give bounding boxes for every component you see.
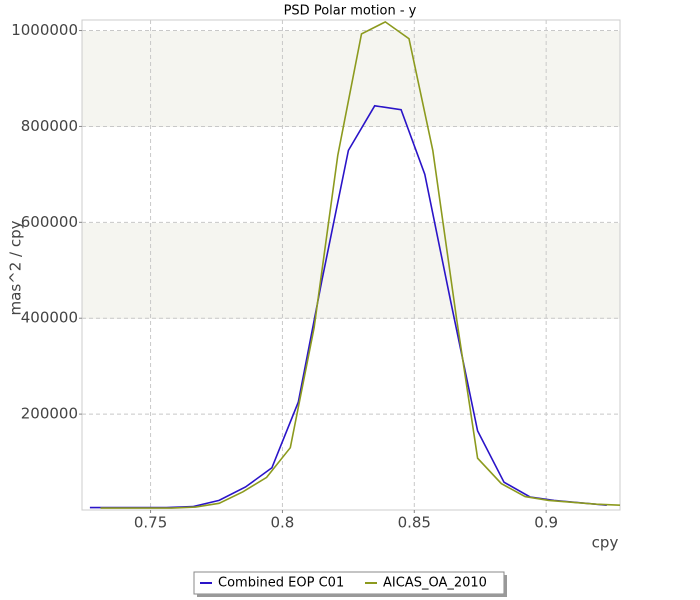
x-tick-label: 0.8 [271,514,295,532]
band [82,223,620,319]
legend-shadow [504,575,507,597]
chart-title: PSD Polar motion - y [284,4,417,19]
band [82,31,620,127]
y-tick-label: 200000 [21,405,78,423]
x-axis-label: cpy [592,534,619,552]
y-tick-label: 1000000 [11,21,78,39]
y-tick-label: 400000 [21,309,78,327]
y-tick-label: 800000 [21,117,78,135]
plot-frame [81,19,621,511]
y-axis-label: mas^2 / cpy [7,220,25,315]
legend-shadow [197,594,507,597]
y-tick-label: 600000 [21,213,78,231]
legend-label: AICAS_OA_2010 [383,576,487,591]
series-line [100,20,621,509]
x-tick-label: 0.85 [398,514,431,532]
legend-label: Combined EOP C01 [218,576,344,591]
x-tick-label: 0.9 [534,514,558,532]
x-tick-label: 0.75 [134,514,167,532]
